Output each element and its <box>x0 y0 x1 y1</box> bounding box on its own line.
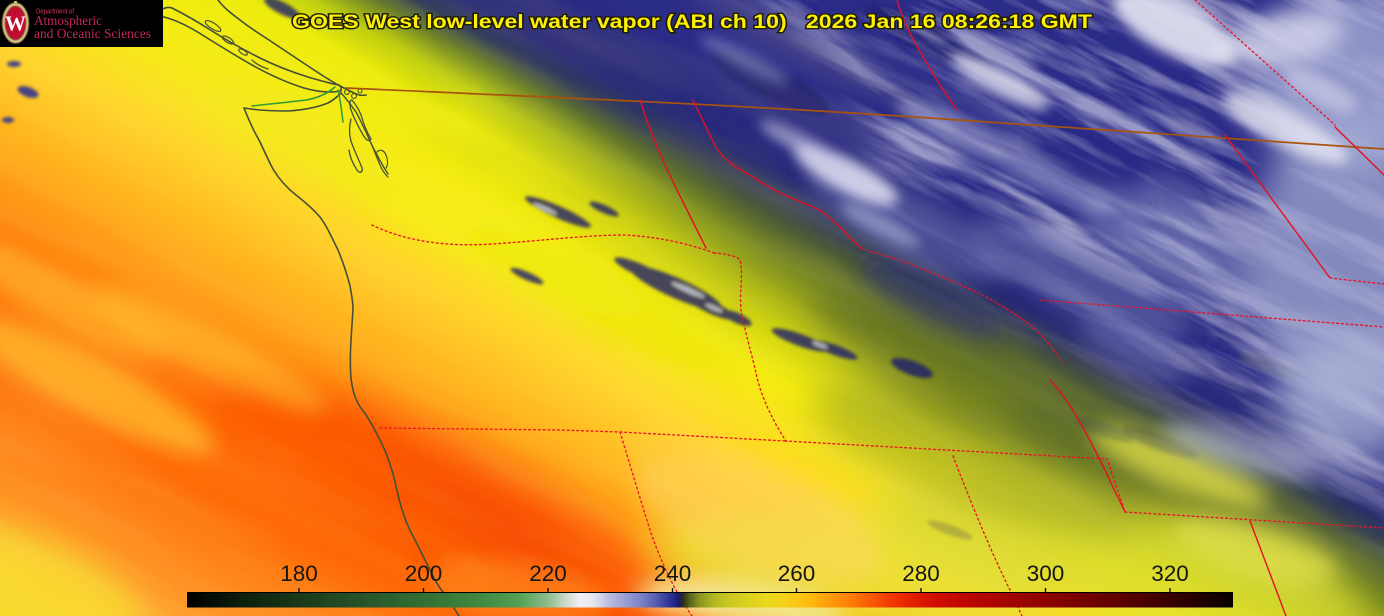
svg-text:Department of: Department of <box>36 9 74 16</box>
svg-text:and Oceanic Sciences: and Oceanic Sciences <box>34 26 151 41</box>
svg-text:240: 240 <box>654 561 692 586</box>
svg-text:W: W <box>5 12 26 36</box>
svg-text:300: 300 <box>1027 561 1065 586</box>
svg-text:280: 280 <box>902 561 940 586</box>
svg-text:180: 180 <box>280 561 318 586</box>
svg-text:220: 220 <box>529 561 567 586</box>
svg-text:320: 320 <box>1151 561 1189 586</box>
svg-text:Atmospheric: Atmospheric <box>34 14 102 29</box>
svg-text:260: 260 <box>778 561 816 586</box>
svg-text:GOES West low-level water vapo: GOES West low-level water vapor (ABI ch … <box>292 12 1092 33</box>
svg-text:200: 200 <box>405 561 443 586</box>
